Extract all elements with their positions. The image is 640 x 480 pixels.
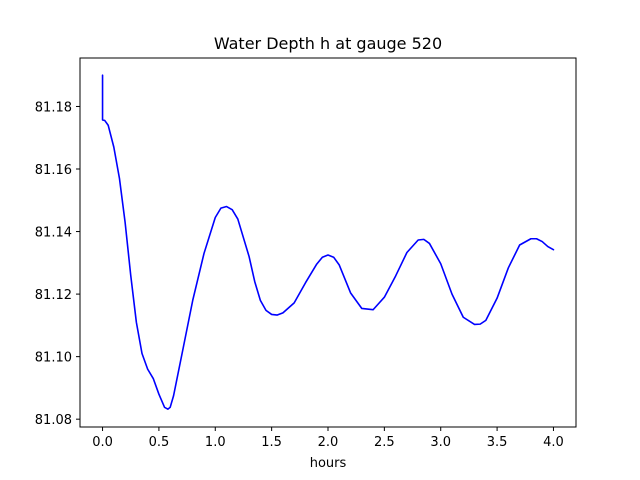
chart-title: Water Depth h at gauge 520 bbox=[214, 34, 442, 53]
x-tick-label: 1.5 bbox=[261, 435, 282, 450]
x-tick-label: 3.5 bbox=[487, 435, 508, 450]
x-axis-ticks: 0.0 0.5 1.0 1.5 2.0 2.5 3.0 3.5 4.0 bbox=[92, 427, 564, 450]
x-tick-label: 4.0 bbox=[543, 435, 564, 450]
x-tick-label: 0.5 bbox=[149, 435, 170, 450]
y-axis-ticks: 81.08 81.10 81.12 81.14 81.16 81.18 bbox=[35, 100, 80, 428]
y-tick-label: 81.08 bbox=[35, 413, 72, 428]
y-tick-label: 81.18 bbox=[35, 100, 72, 115]
y-tick-label: 81.12 bbox=[35, 288, 72, 303]
x-tick-label: 0.0 bbox=[92, 435, 113, 450]
x-tick-label: 2.0 bbox=[318, 435, 339, 450]
series-line-0 bbox=[101, 74, 555, 410]
y-tick-label: 81.16 bbox=[35, 163, 72, 178]
plot-frame bbox=[79, 57, 577, 428]
y-tick-label: 81.10 bbox=[35, 351, 72, 366]
plot-lines bbox=[101, 74, 555, 410]
x-axis-label: hours bbox=[310, 456, 347, 471]
x-tick-label: 1.0 bbox=[205, 435, 226, 450]
x-tick-label: 2.5 bbox=[374, 435, 395, 450]
y-tick-label: 81.14 bbox=[35, 226, 72, 241]
x-tick-label: 3.0 bbox=[430, 435, 451, 450]
